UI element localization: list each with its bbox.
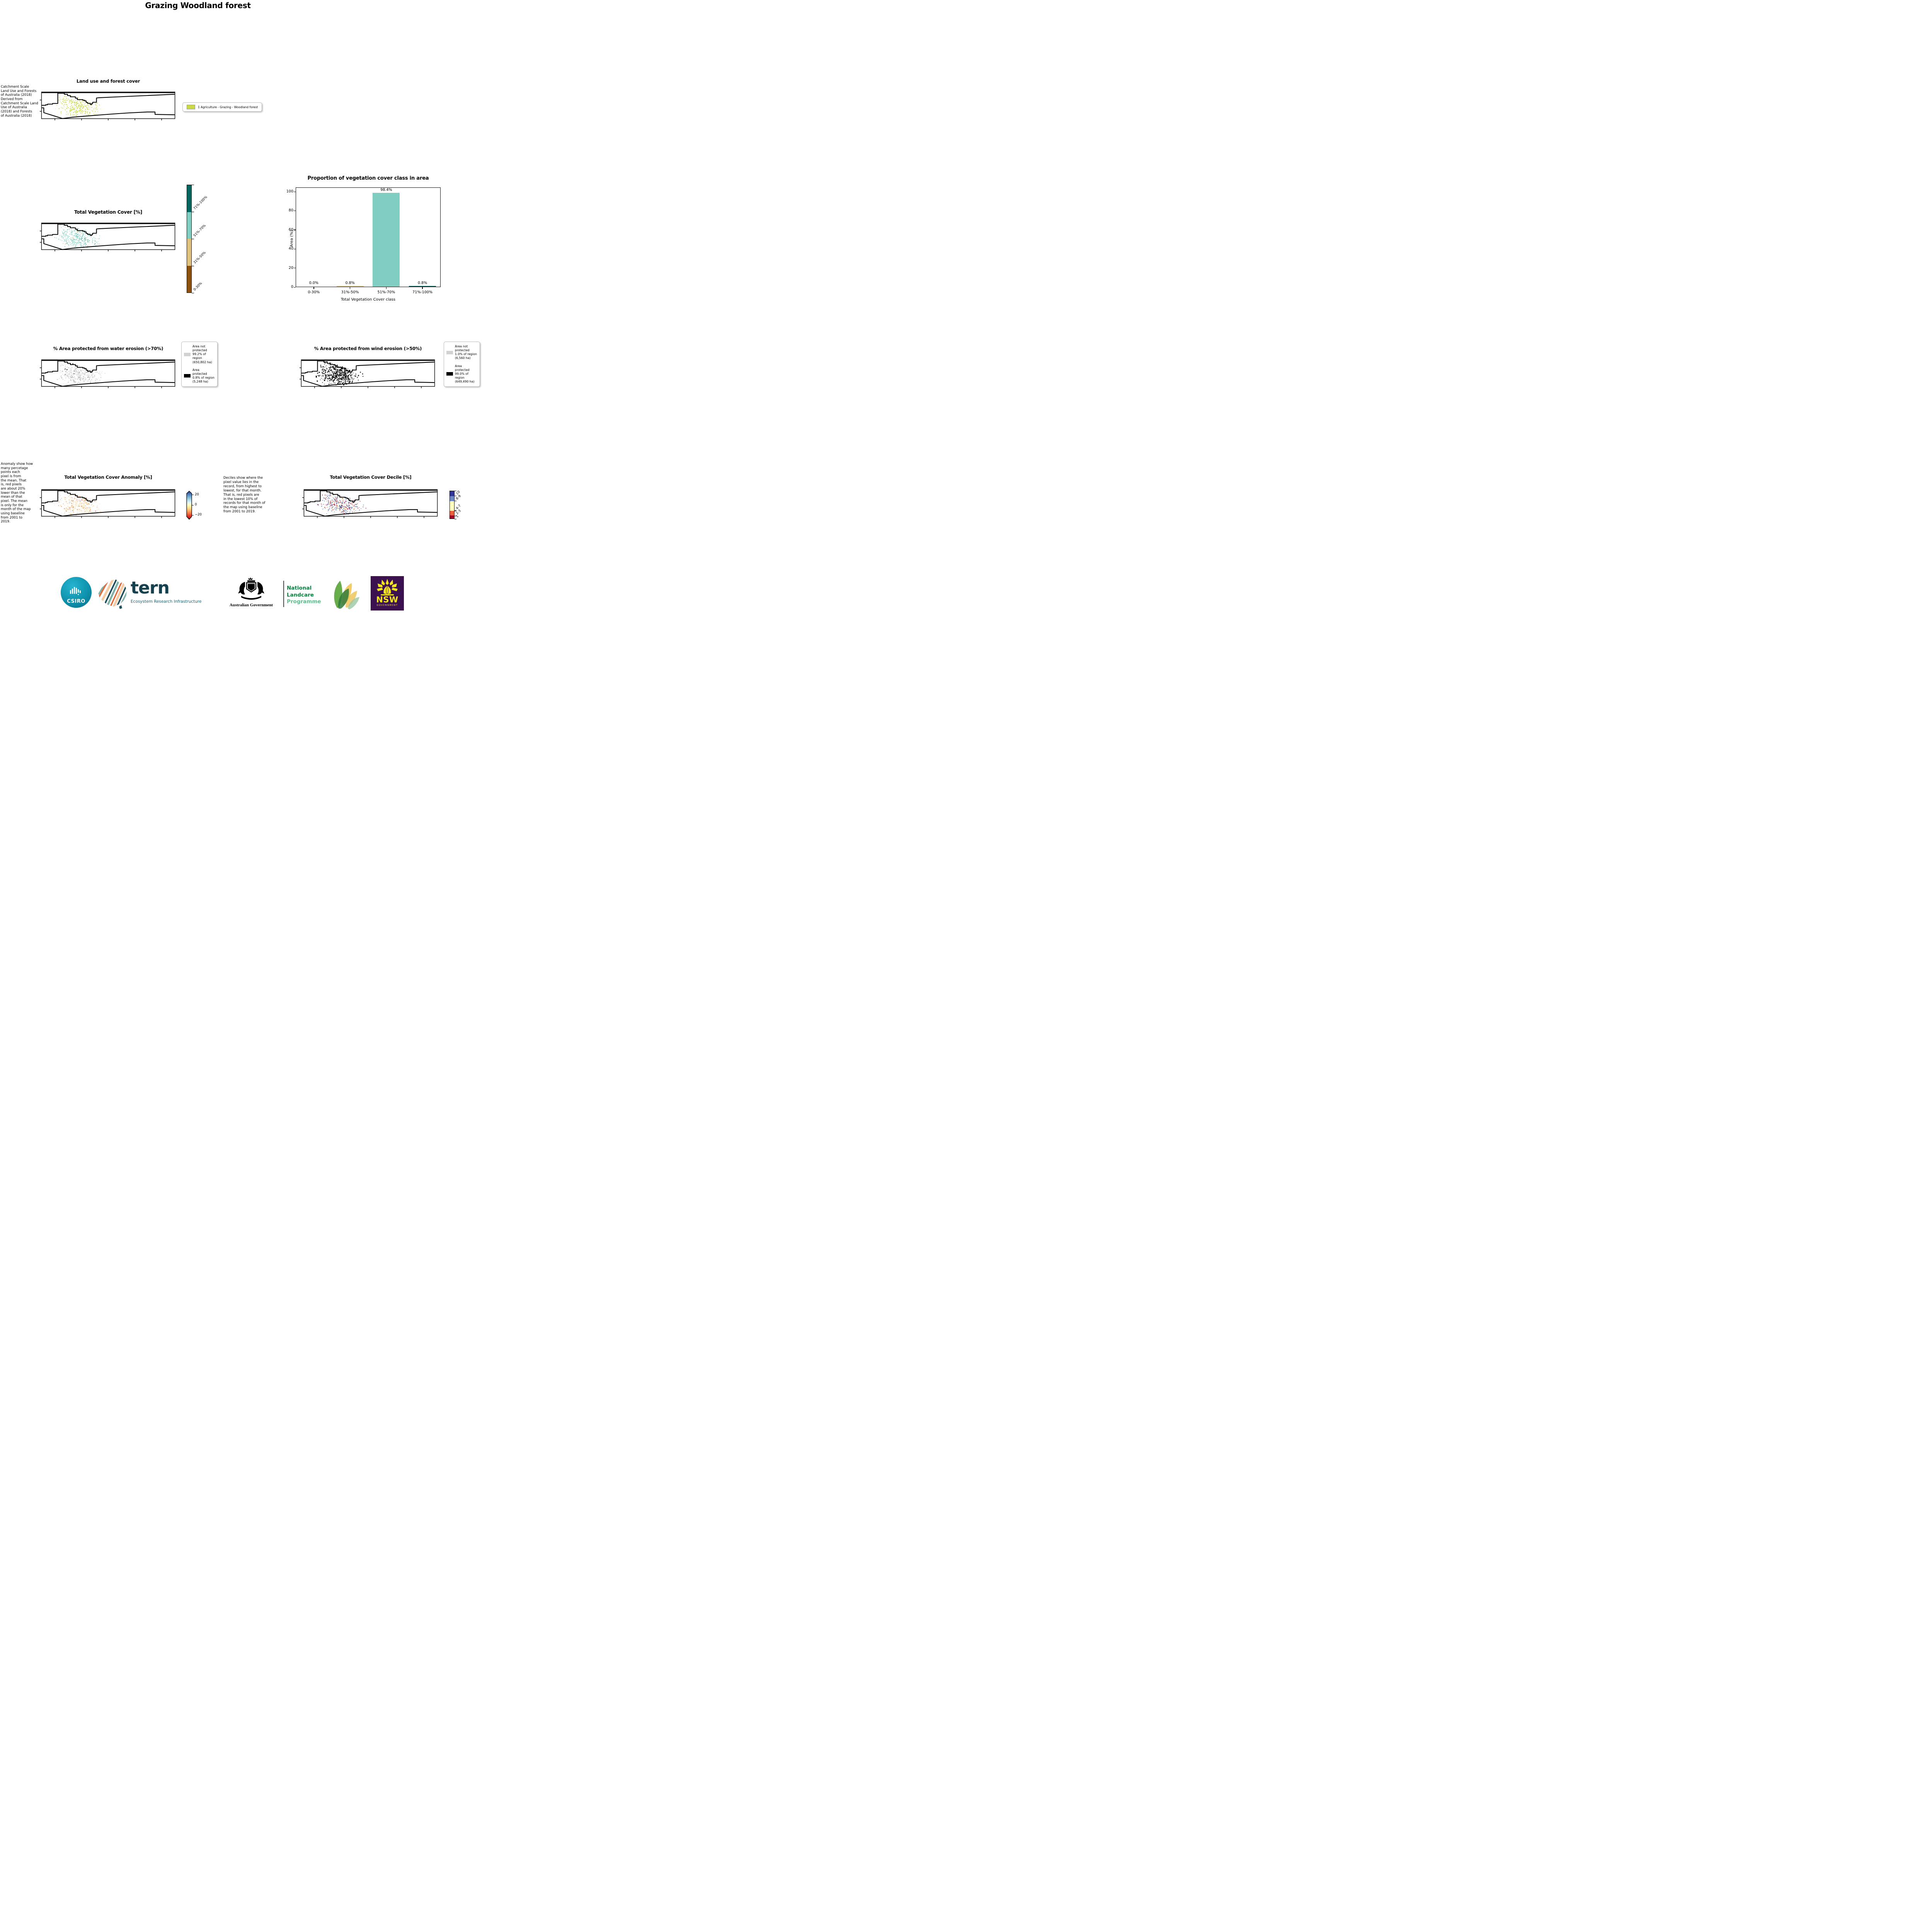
- anomaly-colorbar-tick: 0: [195, 503, 197, 507]
- proportion-chart: Proportion of vegetation cover class in …: [285, 175, 455, 308]
- landuse-source-note: Catchment Scale Land Use and Forests of …: [1, 85, 38, 118]
- australian-government-crest-icon: [238, 577, 264, 600]
- chart-bar-value-label: 0.0%: [309, 281, 318, 285]
- chart-bar: [336, 286, 364, 287]
- nsw-government-logo: NSW GOVERNMENT: [371, 576, 404, 611]
- vegcover-colorbar: 71%-100% 51%-70% 31%-50% 0-30%: [187, 184, 249, 301]
- legend-swatch: [184, 374, 191, 378]
- legend-entry: Area protected 0.8% of region (5,248 ha): [184, 368, 215, 384]
- colorbar-class-label: 31%-50%: [192, 251, 207, 265]
- chart-xtick-label: 31%-50%: [341, 290, 359, 294]
- csiro-wave-icon: [70, 587, 81, 595]
- colorbar-class-segment: [187, 239, 191, 266]
- wind-erosion-legend: Area not protected 1.0% of region (6,560…: [444, 342, 480, 387]
- australian-government-label: Australian Government: [229, 603, 273, 607]
- legend-swatch: [446, 350, 453, 354]
- chart-ytick-label: 80: [288, 208, 293, 213]
- proportion-chart-plot: [296, 187, 441, 287]
- decile-colorbar-segment: [450, 496, 454, 501]
- proportion-chart-title: Proportion of vegetation cover class in …: [307, 175, 429, 181]
- legend-swatch: [184, 352, 191, 356]
- anomaly-description: Anomaly show how many percetage points e…: [1, 462, 33, 524]
- anomaly-colorbar-tick: 20: [195, 492, 199, 497]
- legend-entry: Area not protected 99.2% of region (650,…: [184, 345, 215, 364]
- chart-bar-value-label: 98.4%: [380, 187, 392, 192]
- chart-bar-value-label: 0.8%: [418, 281, 427, 285]
- water-erosion-map: [39, 359, 175, 388]
- legend-entry-label: Area protected 0.8% of region (5,248 ha): [192, 368, 215, 383]
- chart-bar: [409, 286, 436, 287]
- chart-bar-value-label: 0.8%: [345, 281, 355, 285]
- decile-colorbar-segment: [450, 510, 454, 516]
- colorbar-class-label: 0-30%: [192, 281, 203, 292]
- anomaly-map: [39, 489, 175, 518]
- tern-logo-subtitle: Ecosystem Research Infrastructure: [131, 599, 202, 604]
- landuse-legend-swatch: [187, 105, 195, 109]
- landuse-map: [39, 92, 175, 121]
- anomaly-colorbar-tick: −20: [195, 513, 202, 517]
- landcare-leaf-icon: [334, 581, 359, 609]
- chart-ytick-label: 40: [288, 247, 293, 251]
- legend-entry-label: Area not protected 1.0% of region (6,560…: [455, 345, 477, 360]
- tern-australia-art-icon: [98, 579, 127, 609]
- legend-entry: Area protected 99.0% of region (649,490 …: [446, 364, 477, 384]
- vegcover-map-title: Total Vegetation Cover [%]: [74, 209, 142, 215]
- decile-colorbar-segment: [450, 515, 454, 519]
- wind-erosion-title: % Area protected from wind erosion (>50%…: [314, 346, 422, 351]
- landcare-line2: Landcare: [287, 592, 314, 598]
- legend-entry: Area not protected 1.0% of region (6,560…: [446, 345, 477, 361]
- chart-xtick-label: 71%-100%: [412, 290, 432, 294]
- chart-xtick-label: 0-30%: [308, 290, 320, 294]
- anomaly-colorbar: 20 0 −20: [186, 491, 209, 522]
- csiro-logo-text: CSIRO: [67, 599, 85, 604]
- landuse-map-title: Land use and forest cover: [77, 78, 140, 84]
- csiro-logo: CSIRO: [61, 577, 92, 608]
- colorbar-class-segment: [187, 265, 191, 293]
- legend-entry-label: Area protected 99.0% of region (649,490 …: [455, 364, 475, 384]
- colorbar-class-label: 71%-100%: [192, 195, 208, 211]
- legend-swatch: [446, 372, 453, 376]
- decile-map-title: Total Vegetation Cover Decile [%]: [330, 474, 412, 480]
- decile-colorbar-label: 1: [455, 514, 460, 519]
- nsw-logo-text: NSW: [376, 595, 398, 604]
- water-erosion-title: % Area protected from water erosion (>70…: [53, 346, 163, 351]
- anomaly-map-title: Total Vegetation Cover Anomaly [%]: [64, 474, 152, 480]
- chart-xtick-label: 51%-70%: [377, 290, 395, 294]
- page-title: Grazing Woodland forest: [145, 1, 251, 10]
- colorbar-class-label: 51%-70%: [192, 224, 207, 238]
- tern-logo-text: tern: [131, 578, 170, 598]
- chart-bar: [373, 192, 400, 287]
- chart-ytick-label: 0: [291, 285, 293, 289]
- nsw-waratah-icon: [377, 579, 398, 595]
- chart-ytick-label: 20: [288, 265, 293, 270]
- chart-ytick-label: 100: [286, 189, 293, 194]
- proportion-chart-xlabel: Total Vegetation Cover class: [341, 298, 395, 302]
- landcare-logo-text: National Landcare Programme: [287, 585, 321, 605]
- proportion-chart-ylabel: Area (%): [289, 230, 294, 247]
- legend-entry-label: Area not protected 99.2% of region (650,…: [192, 345, 212, 364]
- decile-map: [302, 489, 438, 518]
- decile-colorbar-segment: [450, 501, 454, 511]
- nsw-logo-caption: GOVERNMENT: [376, 604, 398, 607]
- decile-colorbar-label: 8-9: [455, 494, 462, 501]
- tasmania-icon: [119, 605, 122, 609]
- report-page: Grazing Woodland forest Catchment Scale …: [0, 0, 482, 611]
- landcare-line3: Programme: [287, 599, 321, 605]
- landuse-legend-label: 1 Agriculture - Grazing - Woodland fores…: [198, 105, 258, 109]
- decile-description: Deciles show where the pixel value lies …: [223, 476, 266, 514]
- landuse-legend: 1 Agriculture - Grazing - Woodland fores…: [182, 102, 262, 112]
- logo-divider: [283, 581, 284, 607]
- colorbar-class-segment: [187, 185, 191, 212]
- colorbar-class-segment: [187, 212, 191, 239]
- chart-ytick-label: 60: [288, 227, 293, 232]
- vegcover-map: [39, 223, 175, 252]
- decile-colorbar: 10 8-9 4-7 2-3 1: [449, 490, 477, 524]
- decile-colorbar-segment: [450, 491, 454, 497]
- wind-erosion-map: [299, 359, 435, 388]
- water-erosion-legend: Area not protected 99.2% of region (650,…: [181, 342, 218, 387]
- landcare-line1: National: [287, 585, 312, 591]
